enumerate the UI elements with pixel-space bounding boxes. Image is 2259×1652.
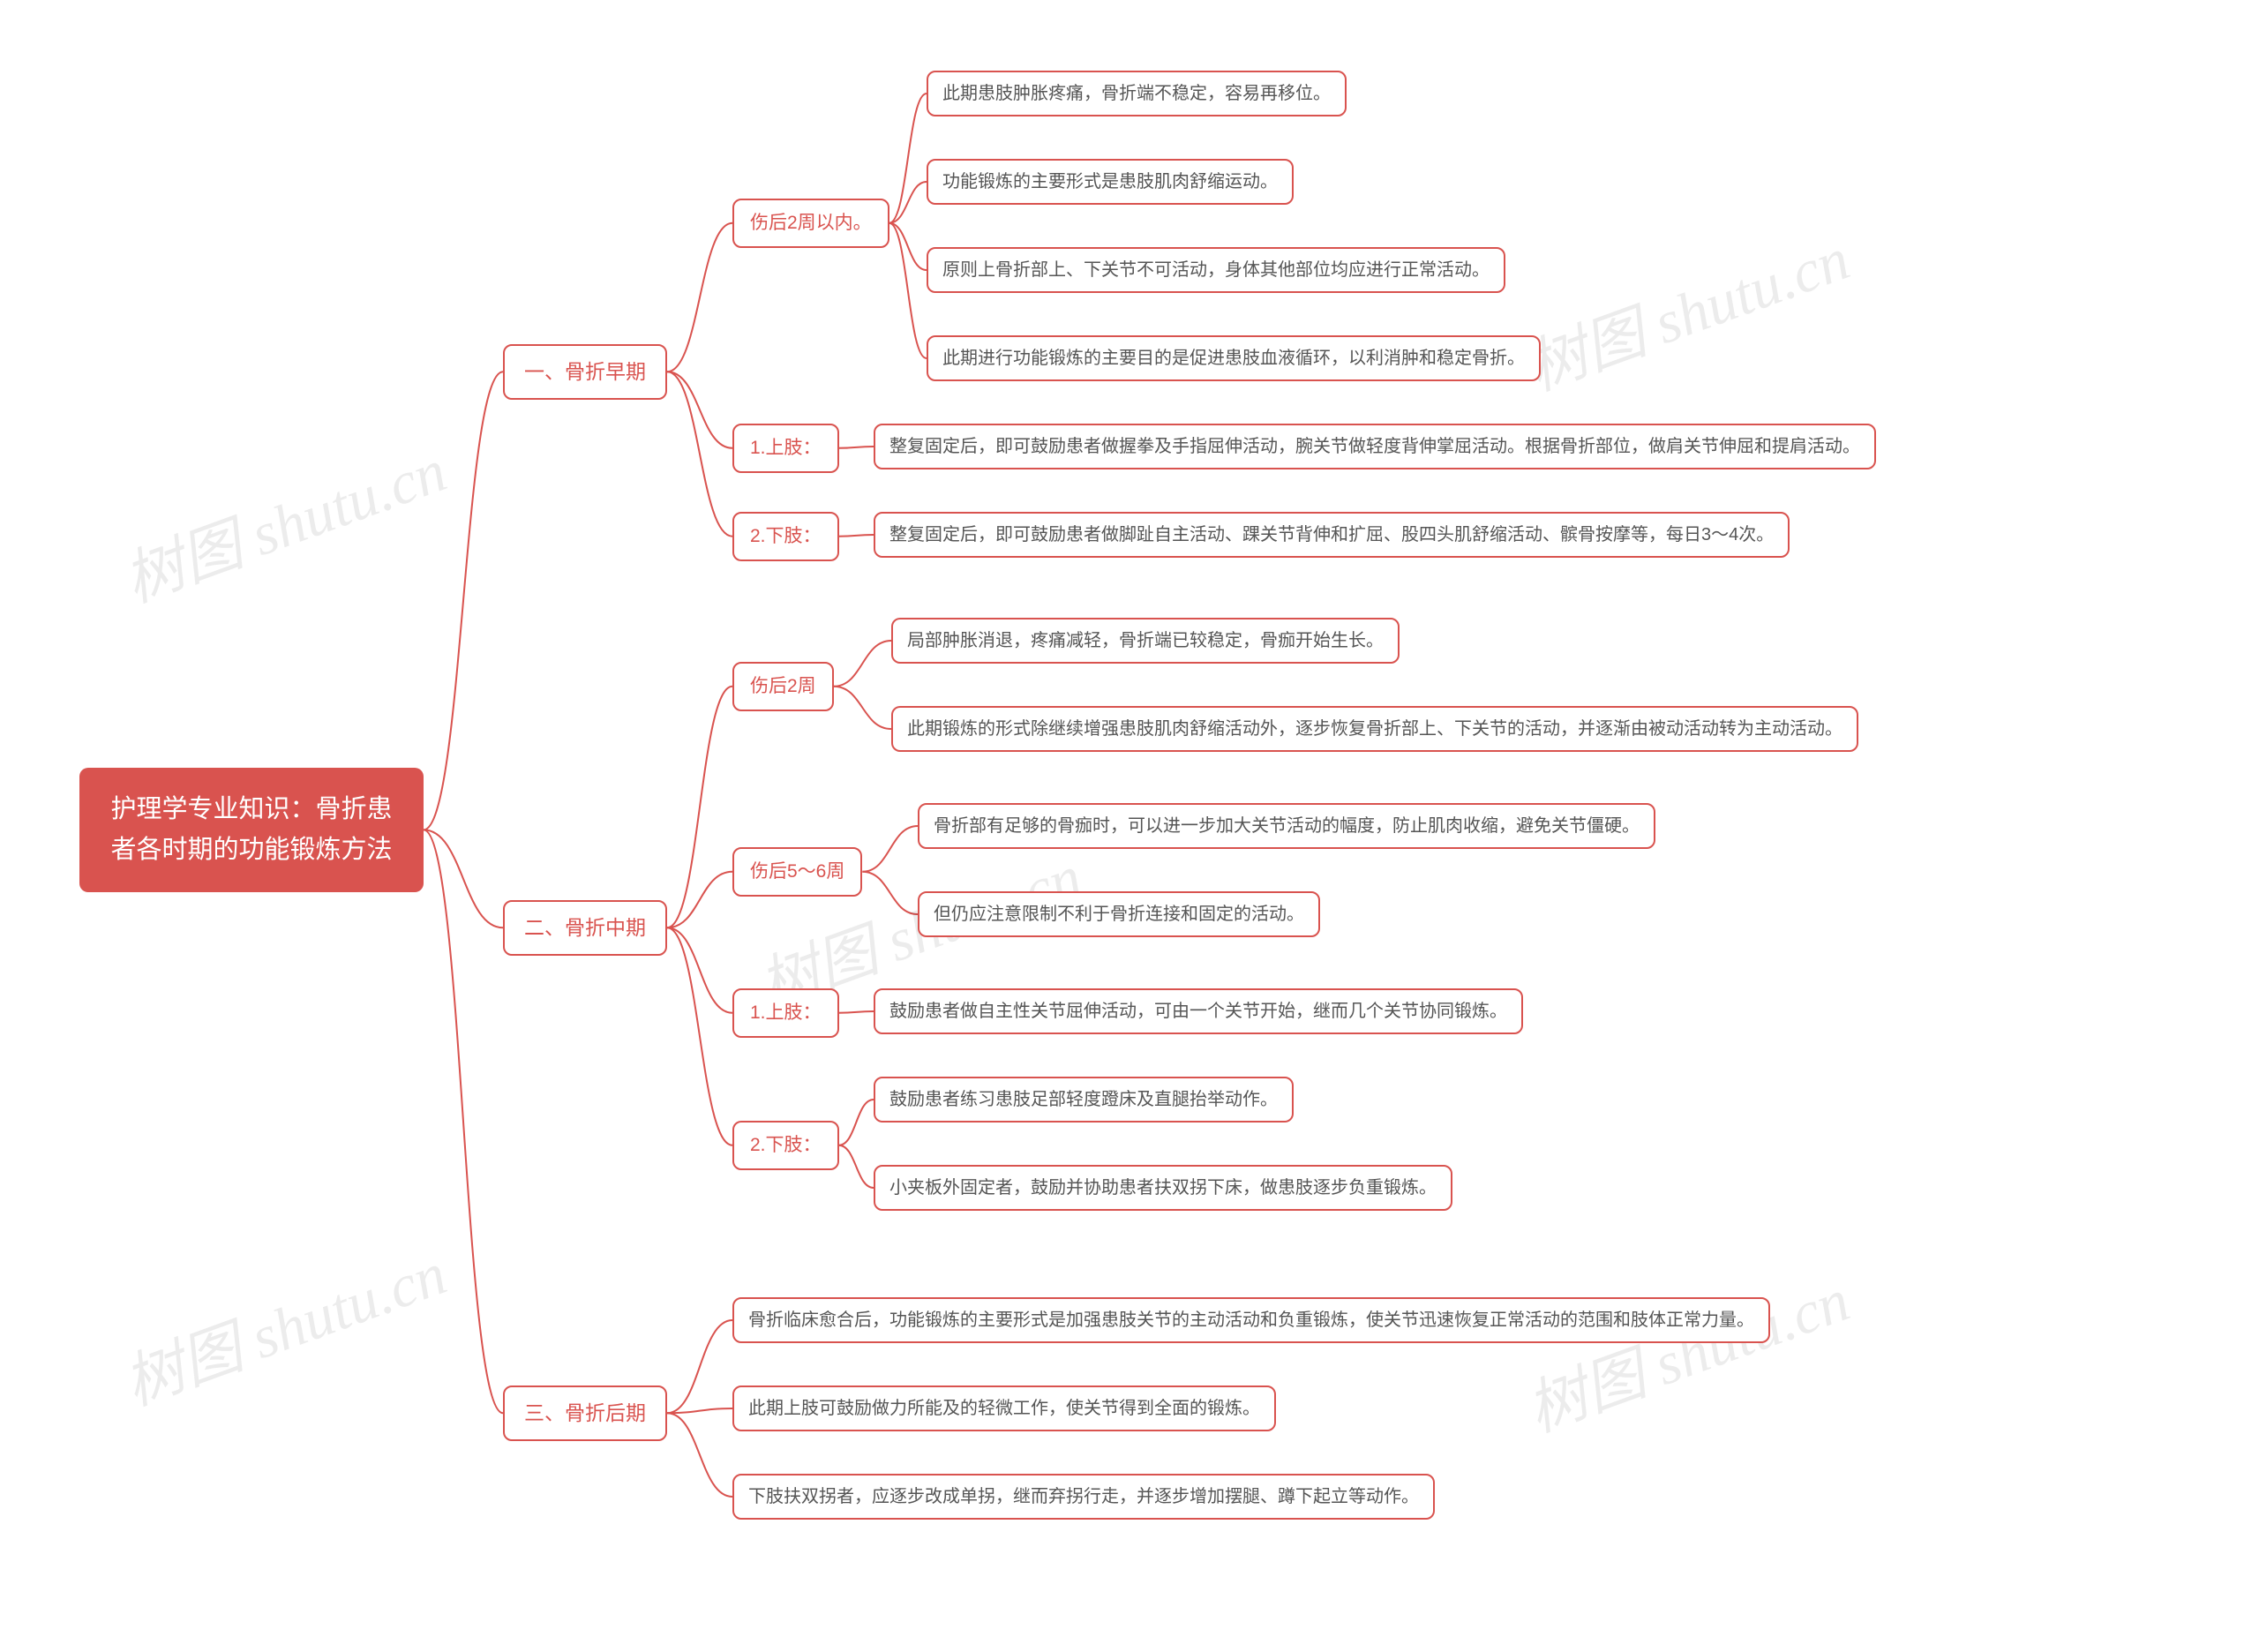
sub-node: 伤后2周 (732, 662, 834, 711)
leaf-node: 骨折部有足够的骨痂时，可以进一步加大关节活动的幅度，防止肌肉收缩，避免关节僵硬。 (918, 803, 1655, 849)
sub-node: 2.下肢： (732, 512, 839, 561)
leaf-node: 鼓励患者练习患肢足部轻度蹬床及直腿抬举动作。 (874, 1077, 1294, 1123)
branch-node: 一、骨折早期 (503, 344, 667, 400)
root-node: 护理学专业知识：骨折患者各时期的功能锻炼方法 (79, 768, 424, 892)
leaf-node: 此期进行功能锻炼的主要目的是促进患肢血液循环，以利消肿和稳定骨折。 (927, 335, 1541, 381)
watermark: 树图 shutu.cn (1513, 210, 1859, 408)
leaf-node: 功能锻炼的主要形式是患肢肌肉舒缩运动。 (927, 159, 1294, 205)
watermark: 树图 shutu.cn (110, 422, 456, 620)
sub-node: 1.上肢： (732, 988, 839, 1038)
leaf-node: 原则上骨折部上、下关节不可活动，身体其他部位均应进行正常活动。 (927, 247, 1505, 293)
sub-node: 伤后2周以内。 (732, 199, 889, 248)
sub-node: 1.上肢： (732, 424, 839, 473)
leaf-node: 此期患肢肿胀疼痛，骨折端不稳定，容易再移位。 (927, 71, 1347, 116)
branch-node: 二、骨折中期 (503, 900, 667, 956)
branch-node: 三、骨折后期 (503, 1385, 667, 1441)
sub-node: 伤后5～6周 (732, 847, 862, 897)
leaf-node: 整复固定后，即可鼓励患者做脚趾自主活动、踝关节背伸和扩屈、股四头肌舒缩活动、髌骨… (874, 512, 1790, 558)
watermark: 树图 shutu.cn (110, 1225, 456, 1423)
watermark: 树图 shutu.cn (1513, 1251, 1859, 1449)
mindmap-canvas: 树图 shutu.cn 树图 shutu.cn 树图 shutu.cn 树图 s… (0, 0, 2259, 1652)
leaf-node: 此期上肢可鼓励做力所能及的轻微工作，使关节得到全面的锻炼。 (732, 1385, 1276, 1431)
leaf-node: 局部肿胀消退，疼痛减轻，骨折端已较稳定，骨痂开始生长。 (891, 618, 1400, 664)
leaf-node: 骨折临床愈合后，功能锻炼的主要形式是加强患肢关节的主动活动和负重锻炼，使关节迅速… (732, 1297, 1770, 1343)
leaf-node: 小夹板外固定者，鼓励并协助患者扶双拐下床，做患肢逐步负重锻炼。 (874, 1165, 1452, 1211)
leaf-node: 但仍应注意限制不利于骨折连接和固定的活动。 (918, 891, 1320, 937)
sub-node: 2.下肢： (732, 1121, 839, 1170)
leaf-node: 此期锻炼的形式除继续增强患肢肌肉舒缩活动外，逐步恢复骨折部上、下关节的活动，并逐… (891, 706, 1858, 752)
leaf-node: 下肢扶双拐者，应逐步改成单拐，继而弃拐行走，并逐步增加摆腿、蹲下起立等动作。 (732, 1474, 1435, 1520)
leaf-node: 鼓励患者做自主性关节屈伸活动，可由一个关节开始，继而几个关节协同锻炼。 (874, 988, 1523, 1034)
leaf-node: 整复固定后，即可鼓励患者做握拳及手指屈伸活动，腕关节做轻度背伸掌屈活动。根据骨折… (874, 424, 1876, 469)
